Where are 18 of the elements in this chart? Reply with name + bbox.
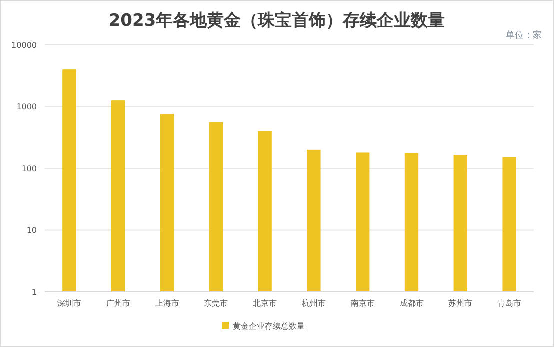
x-tick-label: 杭州市 (300, 299, 326, 308)
x-tick-label: 青岛市 (498, 299, 522, 308)
x-tick-label: 北京市 (253, 299, 278, 308)
x-tick-label: 东莞市 (204, 299, 228, 308)
text: 单位：家 (506, 30, 542, 41)
chart-title: 2023年各地黄金（珠宝首饰）存续企业数量 (108, 11, 446, 31)
x-tick-label: 广州市 (106, 299, 130, 308)
y-tick-label: 100 (22, 164, 37, 174)
x-tick-label: 深圳市 (57, 299, 82, 308)
y-tick-label: 10000 (12, 40, 37, 50)
x-tick-label: 南京市 (350, 299, 375, 308)
x-tick-label: 上海市 (155, 299, 180, 308)
y-tick-label: 1000 (16, 102, 37, 112)
y-tick-label: 1 (32, 288, 37, 297)
y-tick-label: 10 (26, 226, 37, 236)
x-tick-label: 苏州市 (448, 299, 473, 308)
x-tick-label: 成都市 (400, 299, 424, 308)
legend-label: 黄金企业存续总数量 (233, 322, 305, 331)
